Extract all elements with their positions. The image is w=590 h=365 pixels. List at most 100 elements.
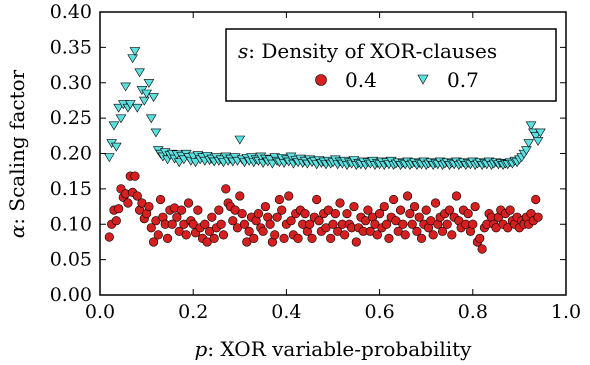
point-0.4 xyxy=(228,216,238,226)
point-0.4 xyxy=(407,219,417,229)
point-0.4 xyxy=(153,230,163,240)
point-0.4 xyxy=(300,209,310,219)
point-0.4 xyxy=(265,219,275,229)
point-0.7 xyxy=(115,114,127,124)
point-0.7 xyxy=(523,139,535,149)
point-0.7 xyxy=(145,114,157,124)
point-0.4 xyxy=(132,191,142,201)
point-0.4 xyxy=(193,205,203,215)
y-tick-label: 0.20 xyxy=(50,143,92,165)
point-0.4 xyxy=(272,212,282,222)
point-0.4 xyxy=(328,219,338,229)
point-0.4 xyxy=(379,201,389,212)
point-0.4 xyxy=(114,204,124,214)
legend: s: Density of XOR-clauses 0.4 0.7 xyxy=(225,28,557,102)
point-0.4 xyxy=(200,219,210,229)
point-0.4 xyxy=(162,233,173,243)
point-0.4 xyxy=(375,209,385,219)
point-0.4 xyxy=(279,233,289,243)
point-0.4 xyxy=(351,237,361,247)
y-tick-label: 0.05 xyxy=(50,249,92,271)
point-0.4 xyxy=(130,171,140,181)
point-0.4 xyxy=(312,194,322,205)
legend-marker-0.4 xyxy=(315,74,327,86)
x-tick-label: 1.0 xyxy=(551,301,581,323)
points-layer xyxy=(103,47,546,254)
x-tick-label: 0.0 xyxy=(85,301,115,323)
point-0.4 xyxy=(314,216,324,226)
point-0.7 xyxy=(532,137,544,146)
y-tick-label: 0.10 xyxy=(50,213,92,235)
point-0.4 xyxy=(183,198,194,208)
point-0.4 xyxy=(463,209,473,219)
point-0.4 xyxy=(384,233,394,243)
y-tick-label: 0.15 xyxy=(50,178,92,200)
legend-label-0.7: 0.7 xyxy=(447,68,479,92)
y-tick-label: 0.30 xyxy=(50,72,92,94)
point-0.4 xyxy=(395,205,406,215)
point-0.7 xyxy=(138,96,150,106)
y-axis-label: α: Scaling factor xyxy=(5,69,29,238)
point-0.4 xyxy=(437,226,448,236)
point-0.4 xyxy=(270,230,280,240)
x-tick-label: 0.4 xyxy=(271,301,301,323)
series-0.7 xyxy=(103,47,546,170)
point-0.7 xyxy=(134,68,145,78)
point-0.4 xyxy=(181,230,191,240)
point-0.4 xyxy=(207,212,217,222)
point-0.7 xyxy=(131,103,143,113)
y-tick-label: 0.35 xyxy=(50,36,92,58)
point-0.4 xyxy=(340,230,350,240)
point-0.7 xyxy=(190,158,201,168)
legend-label-0.4: 0.4 xyxy=(345,68,377,92)
point-0.4 xyxy=(218,230,229,240)
point-0.4 xyxy=(405,209,415,219)
point-0.4 xyxy=(167,219,177,229)
point-0.4 xyxy=(477,244,487,254)
y-tick-label: 0.00 xyxy=(50,284,92,306)
point-0.7 xyxy=(108,121,120,131)
point-0.4 xyxy=(277,205,287,215)
point-0.4 xyxy=(349,201,359,212)
point-0.4 xyxy=(381,219,392,229)
point-0.4 xyxy=(249,233,259,243)
point-0.4 xyxy=(123,198,133,208)
point-0.7 xyxy=(127,54,138,64)
point-0.7 xyxy=(143,79,155,88)
x-tick-label: 0.8 xyxy=(458,301,488,323)
point-0.7 xyxy=(234,135,246,145)
point-0.4 xyxy=(274,194,285,205)
point-0.4 xyxy=(326,233,336,243)
point-0.4 xyxy=(468,219,478,229)
point-0.7 xyxy=(150,128,162,138)
point-0.4 xyxy=(209,233,219,243)
point-0.7 xyxy=(129,47,141,57)
x-tick-label: 0.6 xyxy=(364,301,394,323)
point-0.4 xyxy=(221,184,231,194)
axis-ticks: 0.0 0.2 0.4 0.6 0.8 1.0 0.00 0.05 0.10 0.15 0.20 0.… xyxy=(50,1,581,323)
point-0.7 xyxy=(110,142,122,152)
point-0.4 xyxy=(531,194,541,205)
point-0.4 xyxy=(447,230,457,240)
point-0.7 xyxy=(148,93,159,103)
point-0.4 xyxy=(402,191,413,201)
x-axis-label: p: XOR variable-probability xyxy=(195,337,473,361)
point-0.4 xyxy=(111,216,121,226)
point-0.4 xyxy=(330,209,340,219)
point-0.4 xyxy=(216,219,226,229)
point-0.4 xyxy=(148,237,159,247)
y-tick-label: 0.25 xyxy=(50,107,92,129)
point-0.4 xyxy=(505,205,515,215)
point-0.4 xyxy=(388,194,399,205)
point-0.4 xyxy=(258,226,268,236)
point-0.7 xyxy=(530,132,542,141)
point-0.4 xyxy=(533,212,543,222)
point-0.4 xyxy=(284,191,294,201)
point-0.4 xyxy=(307,233,317,243)
point-0.4 xyxy=(400,230,410,240)
series-0.4 xyxy=(104,171,543,254)
point-0.4 xyxy=(305,219,315,229)
legend-marker-0.7 xyxy=(417,74,429,85)
point-0.4 xyxy=(442,219,452,229)
